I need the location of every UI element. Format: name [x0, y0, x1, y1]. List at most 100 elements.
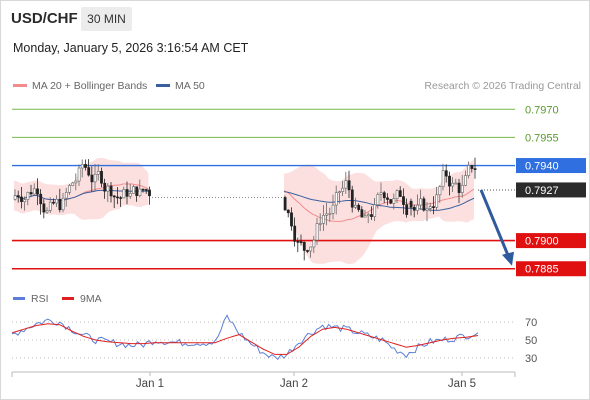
forecast-arrow-shaft [479, 189, 511, 259]
candle-body [128, 193, 132, 197]
candle-body [32, 188, 36, 195]
candle-body [48, 201, 52, 211]
candle-body [16, 195, 20, 198]
candle-body [84, 164, 87, 168]
level-label-0.7900: 0.7900 [525, 236, 559, 248]
candle-body [444, 170, 448, 177]
candle-body [283, 197, 287, 211]
level-tag-0.7927 [516, 182, 586, 198]
candle-body [405, 204, 409, 215]
ma50-label: MA 50 [175, 80, 205, 92]
candle-body [470, 165, 474, 169]
candle-body [382, 192, 386, 199]
ma20-swatch [13, 83, 27, 87]
candle-body [341, 187, 345, 192]
candle-body [96, 171, 100, 175]
candle-body [363, 215, 367, 218]
candle-body [306, 250, 309, 252]
candle-body [318, 223, 322, 225]
candle-body [331, 204, 335, 214]
candle-body [100, 171, 103, 184]
level-label-0.7955: 0.7955 [525, 132, 559, 144]
candle-body [312, 239, 316, 248]
x-tick-label: Jan 5 [448, 378, 476, 390]
level-label-0.7885: 0.7885 [525, 264, 559, 276]
candle-body [293, 225, 297, 242]
candle-body [64, 192, 68, 199]
rsi-swatch [13, 296, 25, 300]
bollinger-bands [14, 157, 474, 265]
candle-body [309, 246, 313, 252]
ma9-swatch [62, 296, 74, 300]
rsi-line [11, 314, 479, 361]
candle-body [467, 165, 471, 176]
candle-body [441, 170, 445, 187]
candle-body [370, 214, 373, 217]
candle-body [103, 182, 107, 192]
candle-body [325, 213, 329, 216]
candle-body [398, 190, 402, 197]
candle-body [409, 200, 413, 208]
candle-body [148, 189, 151, 197]
candle-body [438, 186, 442, 196]
candles [13, 157, 477, 261]
candle-body [93, 174, 97, 183]
candle-body [357, 204, 361, 210]
ma9-label: 9MA [80, 293, 102, 305]
candle-body [144, 189, 148, 191]
candle-body [135, 186, 139, 196]
candle-body [350, 189, 354, 208]
candle-body [354, 204, 357, 208]
candle-body [290, 212, 293, 227]
bollinger-band-area [14, 157, 149, 220]
candle-body [61, 197, 65, 211]
candle-body [299, 241, 303, 243]
candle-body [125, 189, 129, 197]
candle-body [106, 185, 110, 192]
candle-body [457, 182, 461, 193]
candle-body [29, 192, 33, 195]
candle-body [328, 213, 332, 215]
x-tick-label: Jan 1 [136, 378, 164, 390]
candle-body [112, 195, 116, 198]
candle-body [425, 208, 429, 211]
candle-body [71, 182, 75, 186]
legend-rsi: RSI [13, 293, 49, 305]
rsi-tick-30: 30 [525, 353, 537, 365]
candle-body [386, 197, 389, 200]
level-label-0.7940: 0.7940 [525, 161, 559, 173]
candle-body [432, 206, 435, 208]
candle-body [39, 193, 43, 205]
candle-body [119, 197, 123, 199]
candle-body [13, 195, 17, 200]
candle-body [360, 209, 364, 218]
candle-body [122, 189, 126, 199]
candle-body [347, 180, 351, 191]
rsi-tick-50: 50 [525, 335, 537, 347]
candle-body [52, 201, 55, 204]
level-tag-0.7900 [516, 233, 586, 249]
currency-pair-title: USD/CHF [11, 10, 78, 27]
candle-body [344, 180, 348, 189]
timeframe-button[interactable]: 30 MIN [81, 7, 132, 31]
candle-body [454, 182, 458, 185]
candle-body [45, 210, 49, 213]
bollinger-band-area [284, 159, 474, 265]
candle-body [419, 198, 423, 206]
level-tag-0.7885 [516, 261, 586, 277]
legend-ma20: MA 20 + Bollinger Bands [13, 80, 147, 92]
candle-body [315, 223, 319, 241]
candle-body [36, 188, 39, 195]
candle-body [464, 175, 467, 186]
candle-body [448, 175, 451, 187]
legend-9ma: 9MA [62, 293, 102, 305]
candle-body [416, 204, 419, 211]
candle-body [87, 167, 91, 176]
candle-body [338, 191, 341, 193]
candle-body [428, 206, 432, 209]
legend-ma50: MA 50 [156, 80, 205, 92]
x-tick-label: Jan 2 [280, 378, 308, 390]
candle-body [376, 194, 380, 206]
candle-body [20, 196, 23, 203]
